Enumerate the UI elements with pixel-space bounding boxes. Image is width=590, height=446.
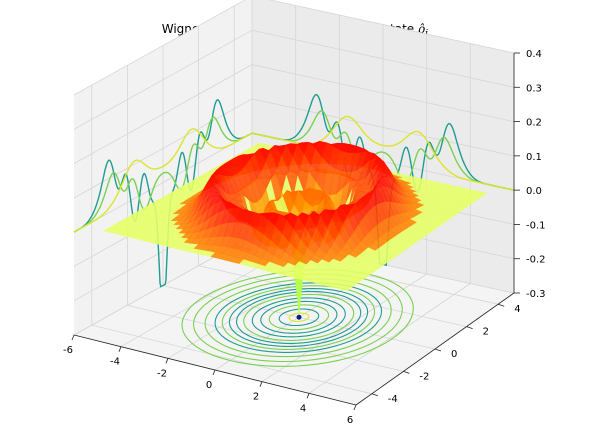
y-tick-mark [371,393,378,397]
x-tick-mark [306,393,310,399]
side-projection-line [73,99,253,288]
x-tick-label: -2 [157,368,167,379]
z-tick-label: 0.2 [526,118,542,129]
side-projection-line [73,128,253,233]
x-tick-label: -4 [110,357,120,368]
y-tick-label: 4 [514,304,520,315]
y-tick-label: -4 [388,394,398,405]
z-tick-label: 0.0 [526,186,542,197]
floor-contour [251,297,346,338]
z-tick-label: -0.1 [526,220,546,231]
floor-contour [278,308,320,327]
floor-contour [236,290,362,344]
floor-contour [193,273,403,363]
x-tick-mark [71,334,75,341]
floor-contour [204,278,392,358]
side-projection-line [73,116,253,233]
grid-line-z [73,0,515,96]
grid-line-z [73,98,515,199]
floor-contour [221,285,376,350]
x-tick-mark [259,381,263,387]
z-axis-ticks: -0.3 -0.2 -0.1 0.0 0.1 0.2 0.3 0.4 [514,49,546,300]
z-tick-label: -0.2 [526,255,546,266]
floor-contour-projection [181,269,414,367]
grid-line-z [73,29,515,130]
wigner-surface [102,140,488,315]
x-tick-label: 2 [253,392,259,403]
floor-contour [228,288,369,347]
surface-cell [339,286,352,291]
floor-contour [288,312,310,322]
x-tick-mark [353,404,357,411]
floor-contour [268,304,330,331]
floor-contour [214,282,383,353]
y-tick-label: 2 [483,327,489,338]
z-tick-label: 0.4 [526,49,542,60]
x-tick-label: 6 [347,415,353,426]
y-tick-label: 0 [451,349,457,360]
z-tick-label: 0.3 [526,83,542,94]
floor-contour [181,269,414,367]
y-tick-mark [498,303,505,307]
floor-contour [260,300,338,334]
y-tick-label: -2 [419,371,429,382]
x-tick-mark [118,346,122,352]
x-axis-ticks: -6 -4 -2 0 2 4 6 [63,334,357,426]
grid-line-z [73,64,515,164]
back-projection-line [251,115,515,191]
y-tick-mark [403,371,410,374]
side-projection-x [73,99,253,288]
floor-contour [243,293,355,341]
x-tick-mark [212,369,216,376]
z-tick-label: 0.1 [526,152,542,163]
z-tick-label: -0.3 [526,289,546,300]
x-tick-mark [165,358,169,364]
x-tick-label: 0 [206,380,212,391]
x-tick-label: 4 [300,403,306,414]
y-tick-mark [434,348,442,352]
floor-contour-center [296,314,302,320]
y-tick-mark [466,326,473,329]
back-projection-line [251,110,515,191]
y-axis-ticks: -4 -2 0 2 4 [371,303,521,405]
x-tick-label: -6 [63,345,73,356]
